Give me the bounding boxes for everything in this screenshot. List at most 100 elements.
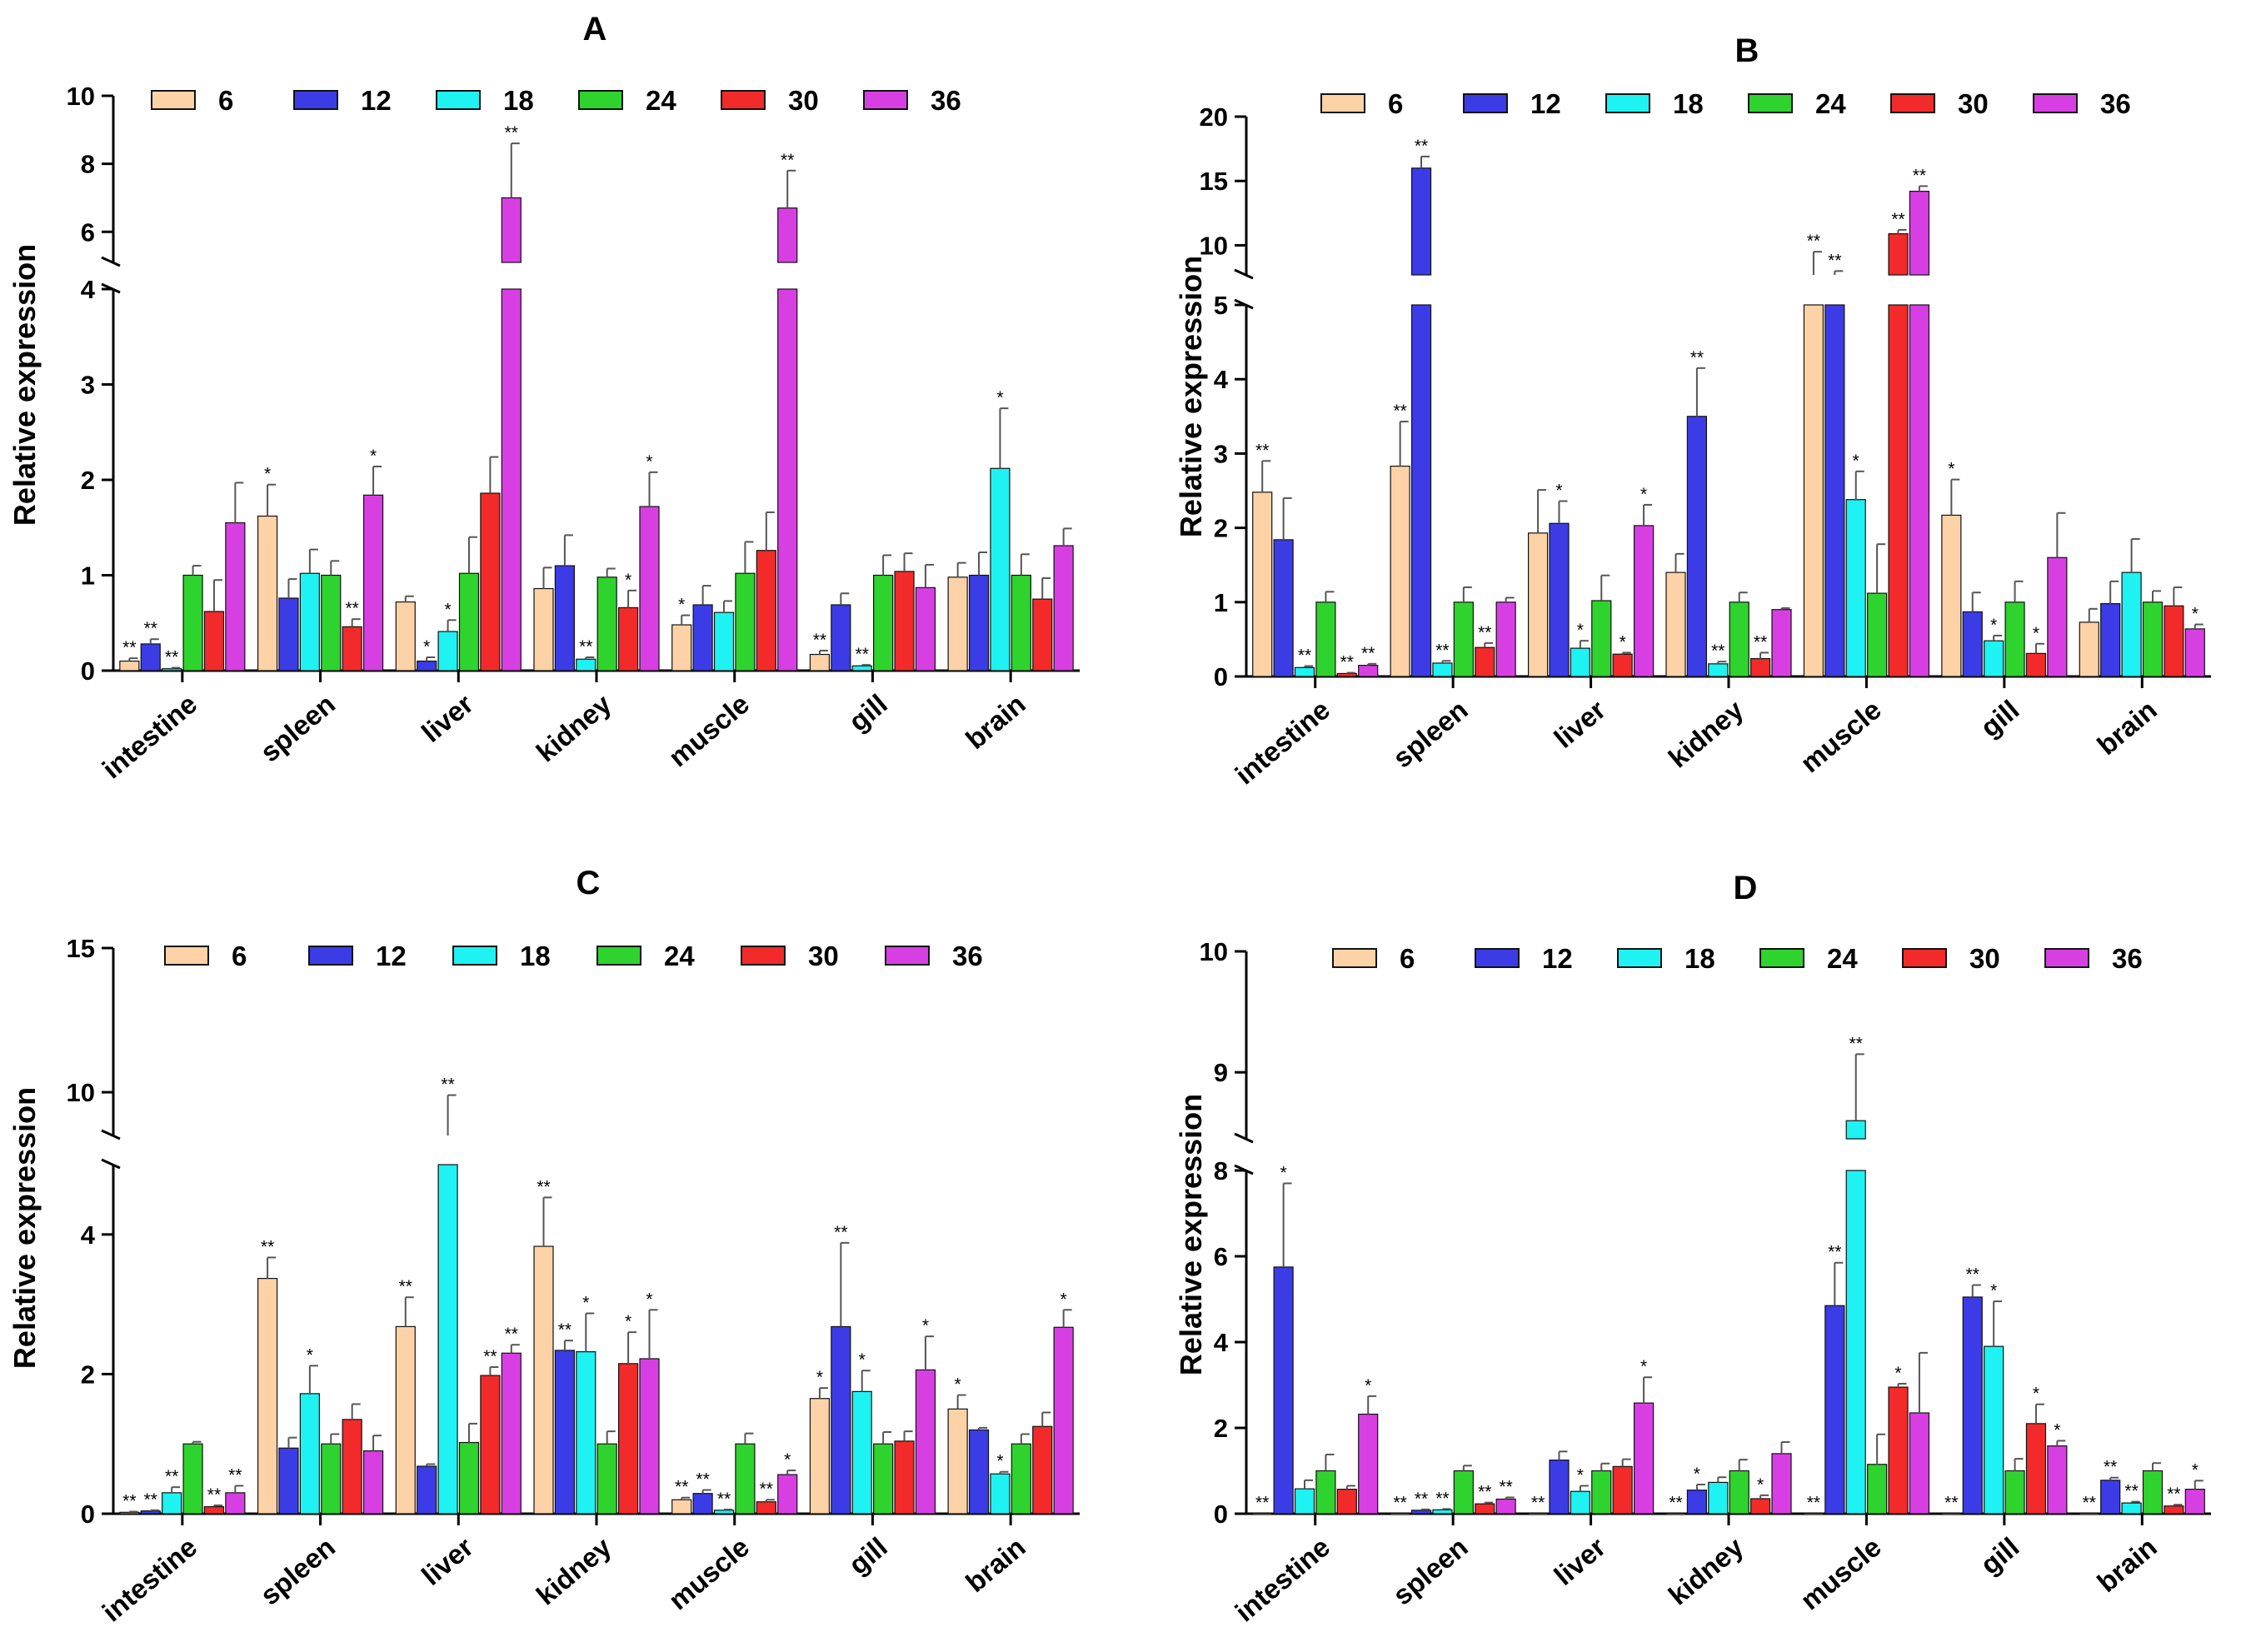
significance-label: * xyxy=(1555,481,1562,500)
bar-36-intestine xyxy=(1358,665,1379,677)
legend-swatch-36 xyxy=(863,90,908,110)
bar-6-intestine xyxy=(119,1511,140,1515)
bar-30-spleen xyxy=(342,626,362,671)
panel-title: A xyxy=(583,11,607,47)
bar-6-brain xyxy=(947,1408,968,1515)
bar-18-muscle xyxy=(713,611,735,671)
legend-swatch-18 xyxy=(1617,948,1662,968)
significance-label: ** xyxy=(122,1491,136,1510)
bar-24-intestine xyxy=(182,574,203,671)
significance-label: * xyxy=(859,1350,866,1370)
bar-24-liver xyxy=(1591,1470,1612,1515)
bar-24-brain xyxy=(1011,574,1031,671)
y-tick-label: 6 xyxy=(1214,1242,1228,1271)
significance-label: * xyxy=(996,1452,1003,1471)
y-tick-label: 4 xyxy=(81,1220,96,1250)
bar-12-intestine xyxy=(1273,1266,1294,1515)
bar-18-intestine xyxy=(162,668,182,671)
category-label-liver: liver xyxy=(416,688,479,748)
y-tick-label: 2 xyxy=(81,1360,95,1389)
significance-label: ** xyxy=(261,1237,274,1256)
significance-label: ** xyxy=(717,1490,731,1509)
bar-18-spleen xyxy=(299,1393,320,1515)
bar-30-kidney xyxy=(1750,657,1771,677)
bar-36-brain xyxy=(1053,545,1074,671)
significance-label: ** xyxy=(144,619,157,638)
significance-label: * xyxy=(444,600,451,619)
bar-12-gill xyxy=(1962,1296,1983,1515)
bar-6-liver xyxy=(1527,1512,1549,1515)
bar-30-gill xyxy=(894,1440,915,1515)
legend-label-12: 12 xyxy=(1530,88,1561,119)
significance-label: ** xyxy=(1807,232,1820,251)
bar-24-kidney xyxy=(1729,601,1749,677)
bar-6-liver xyxy=(395,601,416,671)
category-label-spleen: spleen xyxy=(254,1531,341,1611)
significance-label: ** xyxy=(207,1485,221,1505)
legend-label-36: 36 xyxy=(931,85,961,116)
y-tick-label: 1 xyxy=(1214,588,1228,617)
bar-6-brain xyxy=(2079,621,2099,677)
significance-label: ** xyxy=(1340,653,1354,672)
category-label-brain: brain xyxy=(2091,1531,2163,1598)
bar-12-spleen xyxy=(1410,1510,1432,1515)
bar-12-intestine xyxy=(140,643,161,671)
y-tick-label: 4 xyxy=(81,275,96,304)
category-label-gill: gill xyxy=(843,688,893,737)
legend-swatch-18 xyxy=(452,946,497,966)
bar-36-spleen xyxy=(1495,601,1516,677)
bar-24-intestine xyxy=(1315,601,1336,677)
y-tick-label: 2 xyxy=(1214,1414,1228,1443)
significance-label: ** xyxy=(1754,632,1767,651)
category-label-gill: gill xyxy=(1974,694,2024,743)
significance-label: ** xyxy=(1298,646,1311,666)
bar-30-intestine xyxy=(1336,672,1357,677)
significance-label: ** xyxy=(781,151,794,170)
bar-18-kidney xyxy=(576,658,596,671)
bar-12-brain xyxy=(2100,1480,2121,1515)
axis-break-mark xyxy=(101,282,121,294)
significance-label: * xyxy=(955,1375,961,1395)
bar-30-spleen xyxy=(1475,1503,1495,1515)
bar-12-spleen-lower xyxy=(1410,304,1432,677)
bar-30-muscle-lower xyxy=(1888,304,1909,677)
axis-break-mark xyxy=(1234,298,1254,310)
legend-label-30: 30 xyxy=(1969,943,2000,974)
significance-label: ** xyxy=(399,1277,412,1296)
bar-12-liver xyxy=(417,660,437,671)
legend-swatch-30 xyxy=(1890,93,1935,113)
legend-label-6: 6 xyxy=(218,85,233,116)
y-tick-label: 6 xyxy=(81,217,95,247)
legend-swatch-12 xyxy=(1463,93,1508,113)
bar-24-brain xyxy=(2142,601,2164,677)
category-label-intestine: intestine xyxy=(1229,1531,1335,1628)
bar-30-kidney xyxy=(617,606,639,671)
bar-24-muscle xyxy=(1867,592,1888,677)
significance-label: * xyxy=(1640,1357,1647,1376)
bar-18-intestine xyxy=(1294,666,1315,677)
bar-6-gill xyxy=(809,653,831,671)
bar-18-muscle-upper xyxy=(1845,1120,1866,1140)
bar-30-muscle xyxy=(756,1501,776,1515)
bar-12-intestine xyxy=(140,1510,161,1515)
significance-label: * xyxy=(1694,1465,1700,1484)
bar-24-liver xyxy=(458,1441,480,1515)
legend-swatch-6 xyxy=(164,946,209,966)
bar-30-gill xyxy=(2025,652,2047,677)
category-label-kidney: kidney xyxy=(1663,694,1749,774)
bar-36-gill xyxy=(915,1369,936,1515)
significance-label: * xyxy=(816,1368,823,1387)
bar-6-intestine xyxy=(1252,492,1273,677)
significance-label: * xyxy=(646,452,652,472)
bar-36-muscle-upper xyxy=(777,207,798,263)
legend-label-24: 24 xyxy=(646,85,676,116)
significance-label: ** xyxy=(1415,137,1428,156)
significance-label: * xyxy=(582,1293,589,1312)
legend-label-30: 30 xyxy=(808,941,839,971)
significance-label: * xyxy=(307,1345,313,1365)
bar-36-gill xyxy=(2047,556,2068,677)
legend-label-18: 18 xyxy=(503,85,534,116)
bar-24-spleen xyxy=(321,1443,342,1515)
bar-30-brain xyxy=(1032,1425,1053,1515)
